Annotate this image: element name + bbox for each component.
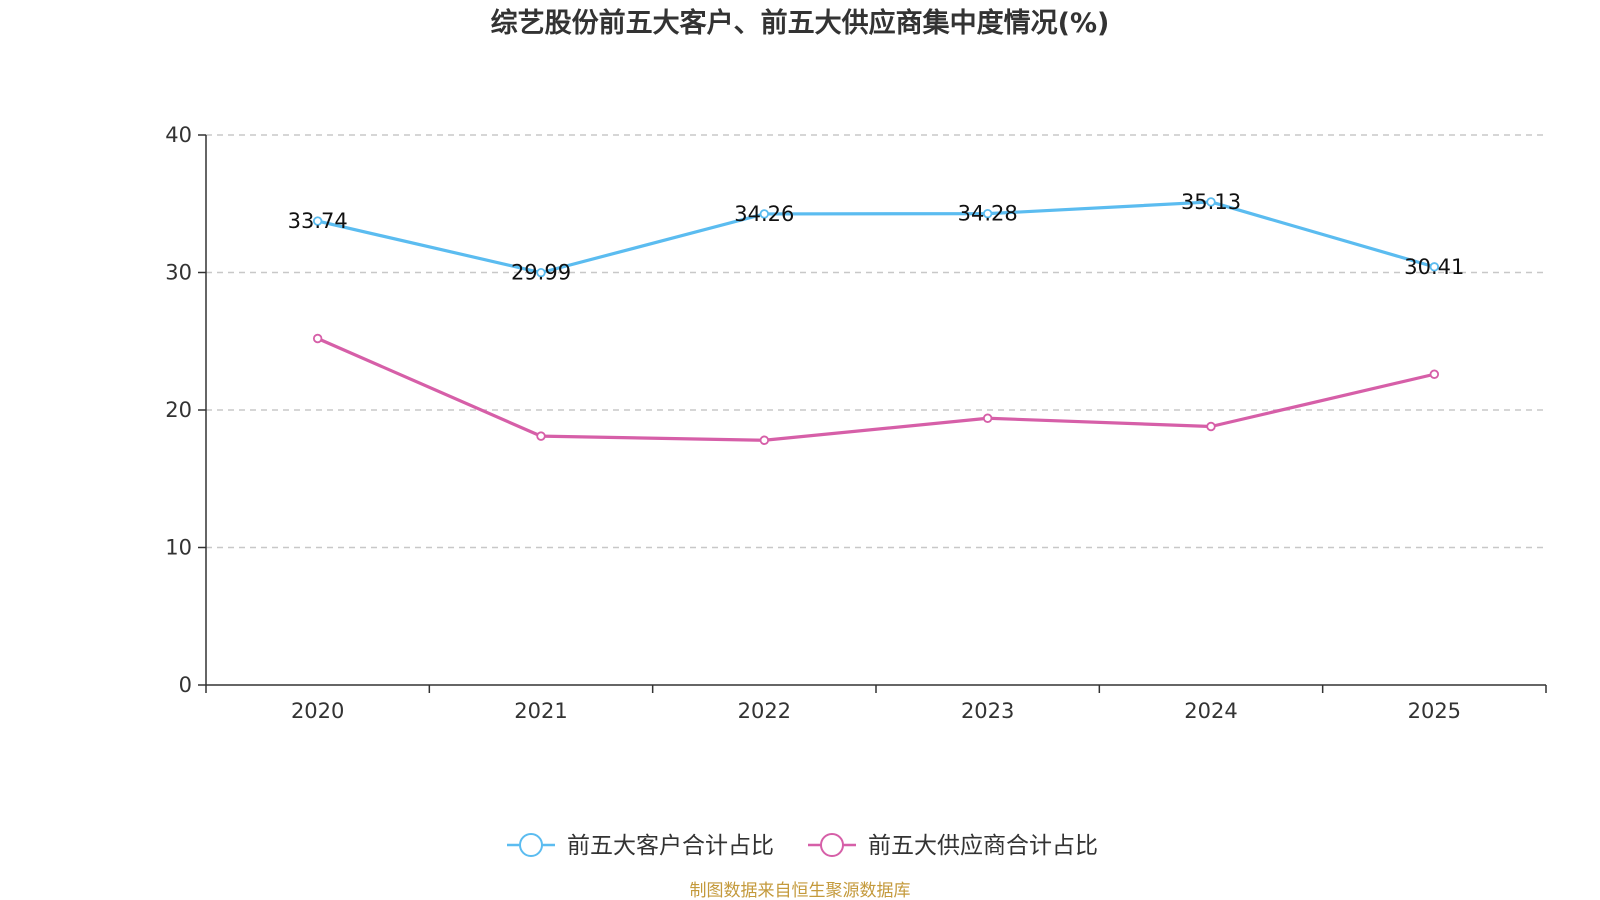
legend-item-1[interactable]: 前五大供应商合计占比 (808, 833, 1098, 859)
data-point[interactable] (536, 267, 546, 278)
x-tick-label: 2024 (1184, 699, 1237, 723)
data-label: 34.26 (734, 202, 794, 226)
data-point[interactable] (759, 209, 770, 219)
series-lines (312, 197, 1440, 445)
data-label: 33.74 (288, 209, 348, 233)
legend-marker (820, 833, 844, 857)
x-tick-label: 2020 (291, 699, 344, 723)
legend-item-0[interactable]: 前五大客户合计占比 (507, 833, 774, 859)
x-tick-label: 2022 (738, 699, 791, 723)
x-tick-label: 2025 (1408, 699, 1461, 723)
data-label: 29.99 (511, 261, 571, 285)
y-tick-label: 20 (165, 398, 192, 422)
legend-label: 前五大客户合计占比 (567, 833, 774, 859)
data-labels: 33.74 29.99 34.26 34.28 35.13 30.41 (288, 190, 1465, 285)
x-tick-label: 2023 (961, 699, 1014, 723)
data-point[interactable] (536, 431, 546, 441)
grid-lines (206, 134, 1546, 549)
data-point[interactable] (1206, 197, 1216, 207)
data-point[interactable] (1429, 369, 1440, 379)
chart-title: 综艺股份前五大客户、前五大供应商集中度情况(%) (491, 7, 1110, 39)
legend-marker (519, 833, 543, 857)
series-line-1 (317, 337, 1435, 442)
data-label: 30.41 (1404, 255, 1464, 279)
y-tick-label: 40 (165, 123, 192, 147)
y-tick-label: 0 (179, 673, 192, 697)
axes: 0 10 20 30 40 2020 2021 2022 2023 2024 2025 (165, 123, 1547, 723)
data-point[interactable] (1429, 262, 1440, 272)
data-label: 35.13 (1181, 190, 1241, 214)
series-line-0 (317, 200, 1435, 275)
data-point[interactable] (982, 413, 993, 423)
data-point[interactable] (982, 208, 993, 219)
legend[interactable]: 前五大客户合计占比 前五大供应商合计占比 (507, 833, 1098, 859)
source-note: 制图数据来自恒生聚源数据库 (690, 881, 911, 900)
data-point[interactable] (759, 435, 770, 445)
data-point[interactable] (312, 333, 323, 344)
data-point[interactable] (312, 216, 323, 226)
data-point[interactable] (1206, 421, 1216, 432)
data-label: 34.28 (958, 202, 1018, 226)
legend-label: 前五大供应商合计占比 (868, 833, 1098, 859)
y-tick-label: 30 (165, 261, 192, 285)
y-tick-label: 10 (165, 536, 192, 560)
x-tick-label: 2021 (514, 699, 567, 723)
